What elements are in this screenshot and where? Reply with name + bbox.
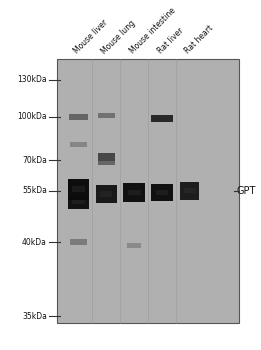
Text: 100kDa: 100kDa: [17, 112, 47, 121]
Text: 70kDa: 70kDa: [22, 156, 47, 165]
Text: GPT: GPT: [237, 186, 256, 196]
Bar: [100, 191, 112, 197]
Bar: [127, 243, 141, 248]
Bar: [68, 179, 89, 199]
Bar: [128, 189, 141, 195]
Bar: [98, 153, 115, 161]
Bar: [96, 185, 116, 203]
Text: 40kDa: 40kDa: [22, 238, 47, 247]
Bar: [184, 188, 195, 194]
Bar: [57, 59, 239, 323]
Text: 35kDa: 35kDa: [22, 312, 47, 321]
Text: Rat liver: Rat liver: [156, 26, 185, 56]
Bar: [123, 183, 145, 202]
Bar: [151, 115, 173, 122]
Text: Mouse liver: Mouse liver: [72, 18, 110, 56]
Bar: [180, 182, 199, 199]
Bar: [98, 161, 115, 165]
Bar: [70, 142, 87, 147]
Text: Mouse intestine: Mouse intestine: [128, 6, 177, 56]
Text: Mouse lung: Mouse lung: [100, 18, 138, 56]
Bar: [72, 186, 85, 193]
Text: 130kDa: 130kDa: [17, 75, 47, 84]
Bar: [68, 196, 89, 209]
Bar: [72, 200, 85, 204]
Bar: [151, 183, 173, 201]
Bar: [70, 239, 87, 245]
Bar: [98, 113, 115, 118]
Text: Rat heart: Rat heart: [183, 23, 215, 56]
Text: 55kDa: 55kDa: [22, 186, 47, 195]
Bar: [156, 190, 169, 195]
Bar: [69, 114, 88, 120]
